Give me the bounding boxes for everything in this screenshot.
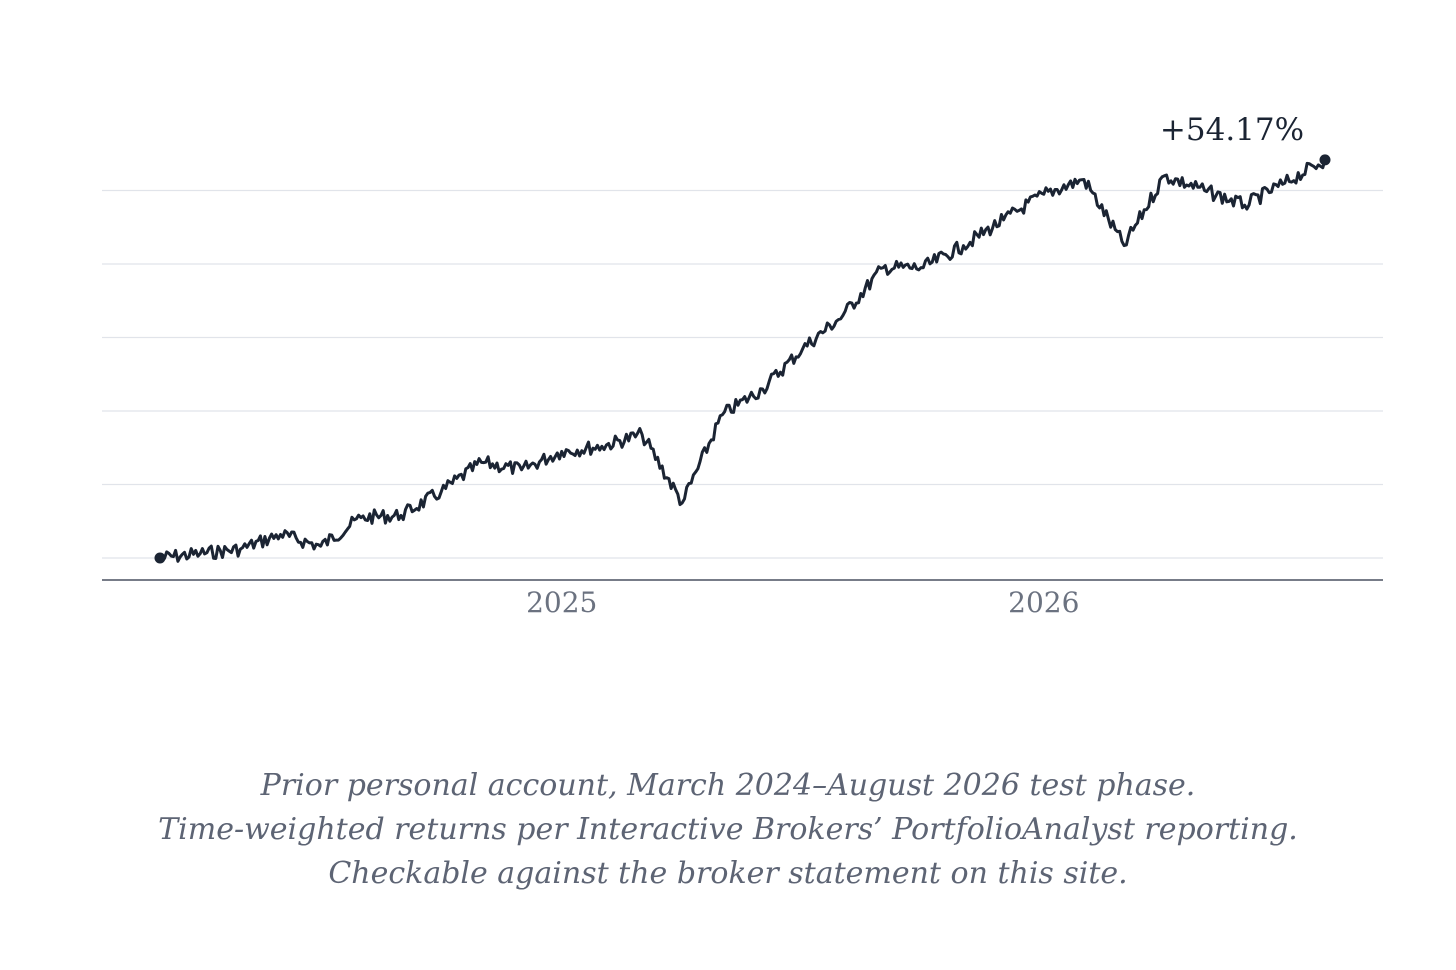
caption-line-3: Checkable against the broker statement o… bbox=[328, 856, 1128, 891]
performance-chart: 2025 2026 +54.17% bbox=[102, 112, 1383, 619]
x-tick-label: 2025 bbox=[526, 586, 597, 619]
return-series-line bbox=[158, 158, 1327, 563]
start-point-marker bbox=[154, 552, 166, 564]
chart-caption: Prior personal account, March 2024–Augus… bbox=[0, 764, 1456, 896]
end-value-label: +54.17% bbox=[1160, 112, 1304, 148]
x-tick-label: 2026 bbox=[1008, 586, 1079, 619]
gridlines bbox=[102, 189, 1383, 559]
caption-line-2: Time-weighted returns per Interactive Br… bbox=[158, 812, 1298, 847]
caption-line-1: Prior personal account, March 2024–Augus… bbox=[260, 768, 1196, 803]
x-axis-ticks: 2025 2026 bbox=[526, 586, 1079, 619]
end-point-marker bbox=[1319, 154, 1331, 166]
